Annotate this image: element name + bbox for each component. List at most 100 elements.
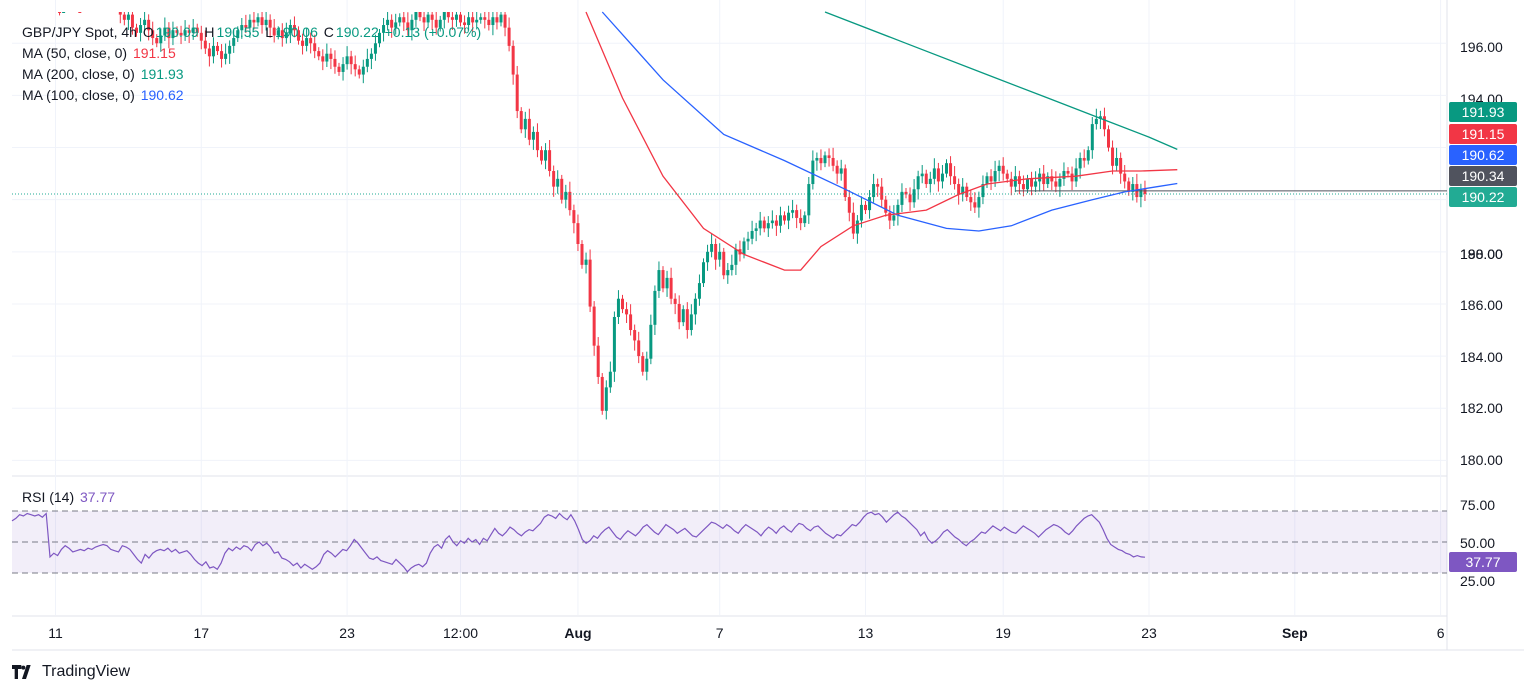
candle-body: [625, 309, 629, 315]
candle-body: [353, 64, 357, 70]
candle-body: [604, 387, 608, 411]
candle-body: [621, 298, 624, 310]
candle-body: [143, 19, 147, 26]
candle-body: [1066, 171, 1070, 174]
candle-body: [430, 14, 434, 20]
rsi-legend[interactable]: RSI (14) 37.77: [22, 489, 116, 505]
candle-body: [378, 32, 381, 44]
candle-body: [126, 14, 130, 20]
candle-body: [1123, 173, 1127, 182]
candle-body: [957, 184, 961, 195]
candle-body: [653, 290, 657, 325]
candle-body: [1119, 157, 1123, 174]
candle-body: [369, 53, 373, 59]
candle-body: [187, 30, 191, 33]
candle-body: [548, 150, 552, 172]
candle-body: [872, 184, 876, 198]
y-tick: 182.00: [1460, 400, 1503, 416]
candle-body: [815, 157, 819, 161]
candle-body: [1102, 116, 1106, 130]
candle-body: [1001, 165, 1005, 174]
candle-body: [685, 309, 689, 331]
candle-body: [629, 314, 633, 331]
price-tag-ma50: 191.15: [1449, 124, 1517, 144]
candle-body: [677, 303, 681, 323]
candle-body: [284, 32, 288, 39]
ma200-legend[interactable]: MA (200, close, 0) 191.93: [22, 66, 184, 82]
candle-body: [135, 27, 138, 33]
candle-body: [325, 53, 329, 62]
candle-body: [276, 30, 280, 36]
candle-body: [1111, 147, 1115, 166]
rsi-tick: 50.00: [1460, 535, 1496, 551]
x-tick: 23: [339, 625, 355, 641]
candle-body: [693, 298, 697, 315]
candle-body: [203, 40, 207, 49]
ma100-legend[interactable]: MA (100, close, 0) 190.62: [22, 87, 184, 103]
candle-body: [665, 277, 669, 289]
candle-body: [880, 186, 884, 200]
candle-body: [673, 298, 677, 304]
candle-body: [969, 197, 973, 203]
candle-body: [552, 171, 556, 187]
candle-body: [519, 111, 523, 130]
candle-body: [746, 238, 750, 242]
candle-body: [78, 12, 82, 13]
rsi-tick: 75.00: [1460, 497, 1496, 513]
candle-body: [1107, 129, 1110, 148]
candle-body: [228, 45, 232, 54]
candle-body: [264, 19, 268, 26]
tradingview-brand[interactable]: TradingView: [12, 663, 130, 681]
candle-body: [163, 27, 167, 36]
candle-body: [580, 244, 584, 265]
rsi-band: [12, 510, 1447, 574]
candle-body: [912, 189, 916, 203]
moving-averages: [12, 11, 1447, 271]
candle-body: [268, 19, 272, 28]
candle-body: [499, 14, 503, 23]
candle-body: [503, 14, 507, 28]
rsi-value: 37.77: [80, 489, 116, 505]
candle-body: [361, 66, 365, 75]
candle-body: [248, 19, 252, 28]
candle-body: [920, 173, 924, 177]
candle-body: [406, 22, 410, 31]
candle-body: [159, 35, 163, 44]
candle-body: [1139, 189, 1143, 198]
candle-body: [183, 30, 187, 36]
candle-body: [1094, 118, 1098, 125]
low-value: 190.06: [275, 24, 318, 40]
candle-body: [718, 251, 722, 260]
candle-body: [139, 25, 143, 33]
candle-body: [175, 30, 179, 33]
candle-body: [868, 197, 872, 211]
candle-body: [292, 25, 296, 31]
y-tick: 186.00: [1460, 297, 1503, 313]
candle-body: [787, 212, 791, 221]
open-value: 190.09: [155, 24, 199, 40]
candle-body: [483, 17, 487, 20]
x-tick: 12:00: [442, 625, 479, 641]
price-tag-line: 190.34: [1449, 166, 1517, 186]
candle-body: [297, 30, 300, 41]
candle-body: [831, 157, 835, 166]
candle-body: [398, 17, 402, 23]
candle-body: [151, 30, 155, 39]
candle-body: [855, 220, 859, 234]
candle-body: [495, 17, 499, 23]
symbol-name[interactable]: GBP/JPY Spot, 4h: [22, 24, 137, 40]
candle-body: [155, 38, 159, 44]
candle-body: [329, 53, 333, 59]
candle-body: [1070, 173, 1074, 182]
candle-body: [758, 220, 762, 229]
ma50-legend[interactable]: MA (50, close, 0) 191.15: [22, 45, 176, 61]
candle-body: [459, 14, 462, 23]
x-tick: Sep: [1281, 625, 1308, 641]
candle-body: [612, 316, 616, 372]
candle-body: [434, 19, 438, 28]
candle-body: [847, 197, 851, 213]
candle-body: [426, 14, 430, 23]
ma50-value: 191.15: [132, 45, 176, 61]
candle-body: [1005, 173, 1009, 179]
